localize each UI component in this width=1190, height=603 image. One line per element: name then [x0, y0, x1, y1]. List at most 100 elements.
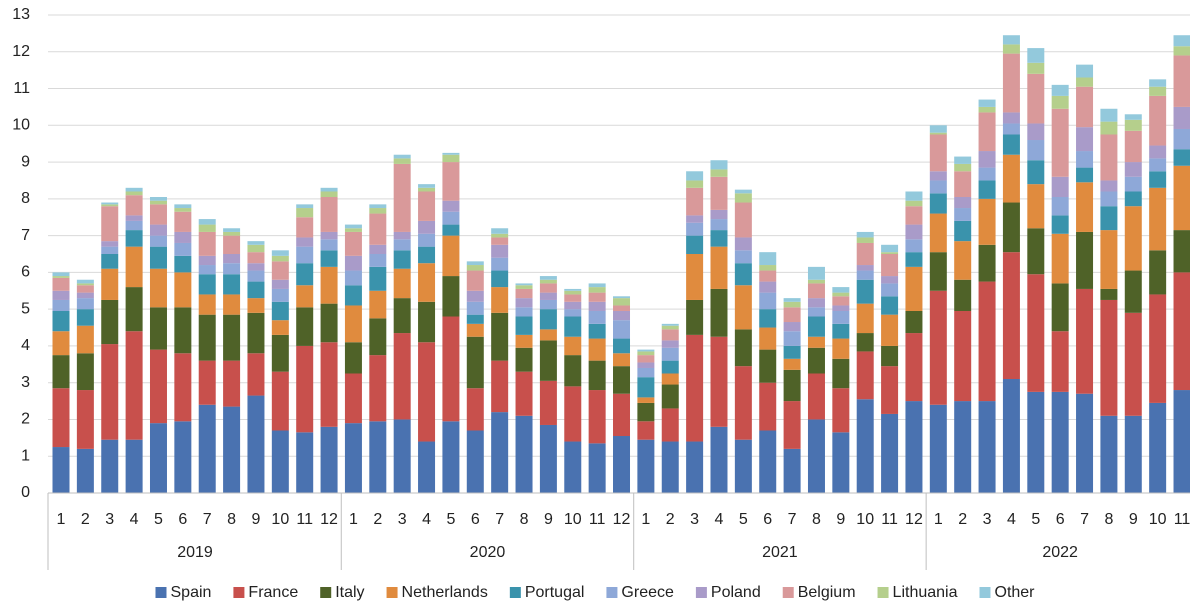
x-tick-label: 5 [1031, 511, 1040, 528]
bar-segment [588, 338, 606, 361]
bar-segment [125, 331, 143, 440]
bar-segment [247, 270, 265, 282]
bar-segment [52, 272, 70, 277]
bar-segment [978, 281, 996, 402]
bar-segment [52, 331, 70, 356]
bar-segment [271, 261, 289, 280]
bar-segment [344, 255, 362, 271]
bar-segment [1027, 140, 1045, 161]
bar-segment [686, 299, 704, 335]
bar-segment [588, 292, 606, 302]
bar-segment [881, 244, 899, 253]
legend-swatch [320, 587, 332, 598]
bar-segment [442, 154, 460, 163]
bar-segment [515, 347, 533, 372]
x-tick-label: 7 [1080, 511, 1089, 528]
legend-label: France [248, 584, 298, 601]
bar-segment [637, 355, 655, 363]
bar-segment [344, 224, 362, 229]
legend-swatch [979, 587, 991, 598]
bar-segment [491, 237, 509, 245]
bar-segment [539, 283, 557, 293]
bar-segment [856, 303, 874, 334]
y-tick-label: 5 [21, 300, 30, 317]
bar-segment [369, 290, 387, 319]
bar-segment [125, 220, 143, 231]
bar-segment [344, 423, 362, 493]
bar-segment [515, 283, 533, 286]
bar-segment [1051, 283, 1069, 332]
x-tick-label: 2 [81, 511, 90, 528]
group-label: 2020 [470, 544, 506, 561]
bar-segment [710, 336, 728, 427]
bar-segment [1124, 312, 1142, 416]
bar-segment [539, 340, 557, 381]
x-tick-label: 6 [178, 511, 187, 528]
bar-segment [320, 303, 338, 343]
bar-segment [1173, 55, 1190, 107]
bar-segment [466, 270, 484, 291]
bar-segment [1124, 191, 1142, 207]
bar-segment [588, 360, 606, 391]
bar-segment [881, 296, 899, 315]
x-tick-label: 3 [983, 511, 992, 528]
bar-segment [393, 333, 411, 420]
bar-segment [856, 279, 874, 304]
bar-segment [1124, 130, 1142, 163]
bar-segment [807, 298, 825, 308]
bar-segment [369, 266, 387, 291]
bar-segment [198, 219, 216, 225]
bar-segment [174, 204, 192, 209]
bar-segment [807, 373, 825, 420]
bar-segment [807, 419, 825, 493]
legend-label: Italy [335, 584, 364, 601]
bar-segment [491, 312, 509, 361]
bar-segment [686, 171, 704, 181]
x-tick-label: 12 [905, 511, 923, 528]
bar-segment [954, 197, 972, 209]
bar-segment [1100, 108, 1118, 122]
bar-segment [442, 200, 460, 212]
bar-segment [759, 382, 777, 431]
bar-segment [52, 277, 70, 291]
x-tick-label: 6 [1056, 511, 1065, 528]
bar-segment [271, 250, 289, 256]
bar-segment [149, 349, 167, 424]
bar-segment [491, 233, 509, 238]
legend-label: Belgium [798, 584, 856, 601]
bar-segment [198, 294, 216, 315]
bar-segment [1149, 171, 1167, 188]
bar-segment [856, 242, 874, 266]
bar-segment [881, 413, 899, 493]
bar-segment [1100, 134, 1118, 181]
bar-segment [564, 290, 582, 295]
bar-segment [1002, 53, 1020, 113]
bar-segment [905, 224, 923, 240]
bar-segment [978, 167, 996, 181]
bar-segment [52, 290, 70, 300]
bar-segment [296, 263, 314, 286]
bar-segment [393, 239, 411, 251]
bar-segment [783, 307, 801, 323]
bar-segment [515, 316, 533, 335]
bar-segment [686, 215, 704, 223]
bar-segment [686, 334, 704, 442]
bar-segment [710, 160, 728, 170]
bar-segment [613, 320, 631, 339]
bar-segment [929, 132, 947, 135]
bar-segment [1124, 114, 1142, 120]
bar-segment [1051, 215, 1069, 234]
bar-segment [856, 265, 874, 271]
bar-segment [247, 244, 265, 253]
bar-segment [344, 285, 362, 306]
bar-segment [832, 305, 850, 311]
bar-segment [491, 360, 509, 413]
x-tick-label: 6 [471, 511, 480, 528]
x-tick-label: 7 [203, 511, 212, 528]
bar-segment [418, 191, 436, 221]
bar-segment [1173, 149, 1190, 166]
bar-segment [174, 242, 192, 256]
bar-segment [1002, 112, 1020, 124]
bar-segment [101, 254, 119, 269]
bar-segment [1076, 64, 1094, 78]
